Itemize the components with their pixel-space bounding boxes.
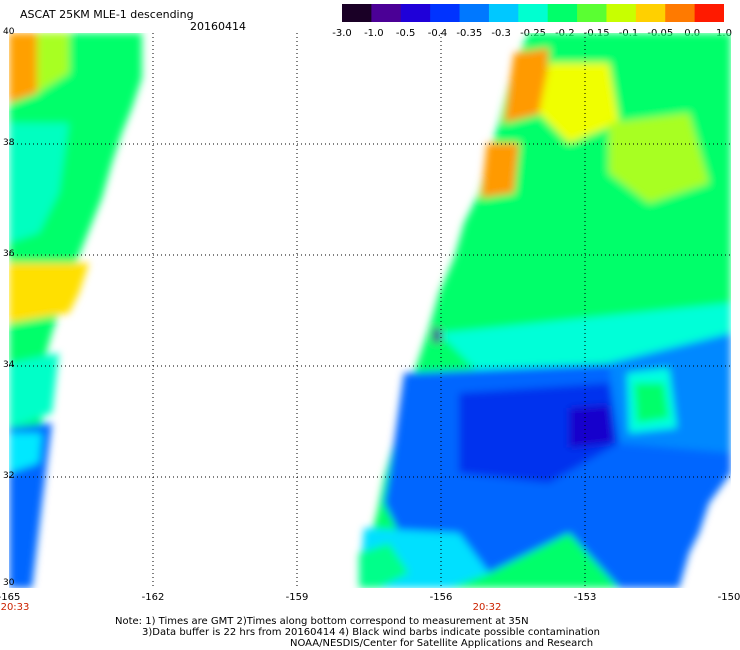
right-swath [359, 33, 731, 588]
y-tick: 40 [3, 27, 15, 37]
colorbar-segment [635, 4, 666, 22]
x-tick: -153 [573, 592, 597, 603]
y-tick: 36 [3, 249, 15, 259]
map-title: ASCAT 25KM MLE-1 descending [20, 8, 194, 21]
colorbar-label: -0.5 [395, 28, 416, 39]
x-tick: -156 [429, 592, 453, 603]
y-tick: 38 [3, 138, 15, 148]
pass-time-left: 20:33 [0, 602, 30, 613]
colorbar-segment [518, 4, 549, 22]
colorbar-segment [459, 4, 490, 22]
map-date: 20160414 [190, 20, 246, 33]
map-grid [9, 33, 731, 588]
pass-time-right: 20:32 [472, 602, 502, 613]
y-tick: 32 [3, 471, 15, 481]
swath-map [9, 33, 731, 588]
colorbar-label: -0.35 [456, 28, 483, 39]
colorbar-segment [488, 4, 519, 22]
colorbar [342, 4, 724, 22]
note-line-2: 3)Data buffer is 22 hrs from 20160414 4)… [142, 627, 600, 638]
colorbar-segment [547, 4, 578, 22]
colorbar-segment [430, 4, 461, 22]
x-tick: -165 [0, 592, 21, 603]
x-tick: -159 [285, 592, 309, 603]
colorbar-label: -1.0 [364, 28, 384, 39]
colorbar-label: -3.0 [332, 28, 352, 39]
x-tick: -150 [717, 592, 740, 603]
left-swath [9, 33, 142, 588]
y-tick: 30 [3, 578, 15, 588]
colorbar-segment [577, 4, 607, 22]
note-line-1: Note: 1) Times are GMT 2)Times along bot… [115, 616, 529, 627]
colorbar-segment [400, 4, 431, 22]
colorbar-segment [665, 4, 696, 22]
colorbar-segment [606, 4, 637, 22]
x-tick: -162 [141, 592, 165, 603]
colorbar-label: -0.4 [427, 28, 448, 39]
note-line-3: NOAA/NESDIS/Center for Satellite Applica… [290, 638, 594, 649]
colorbar-segment [694, 4, 724, 22]
colorbar-label: -0.3 [491, 28, 511, 39]
colorbar-segment [342, 4, 372, 22]
y-tick: 34 [3, 360, 15, 370]
colorbar-segment [371, 4, 402, 22]
